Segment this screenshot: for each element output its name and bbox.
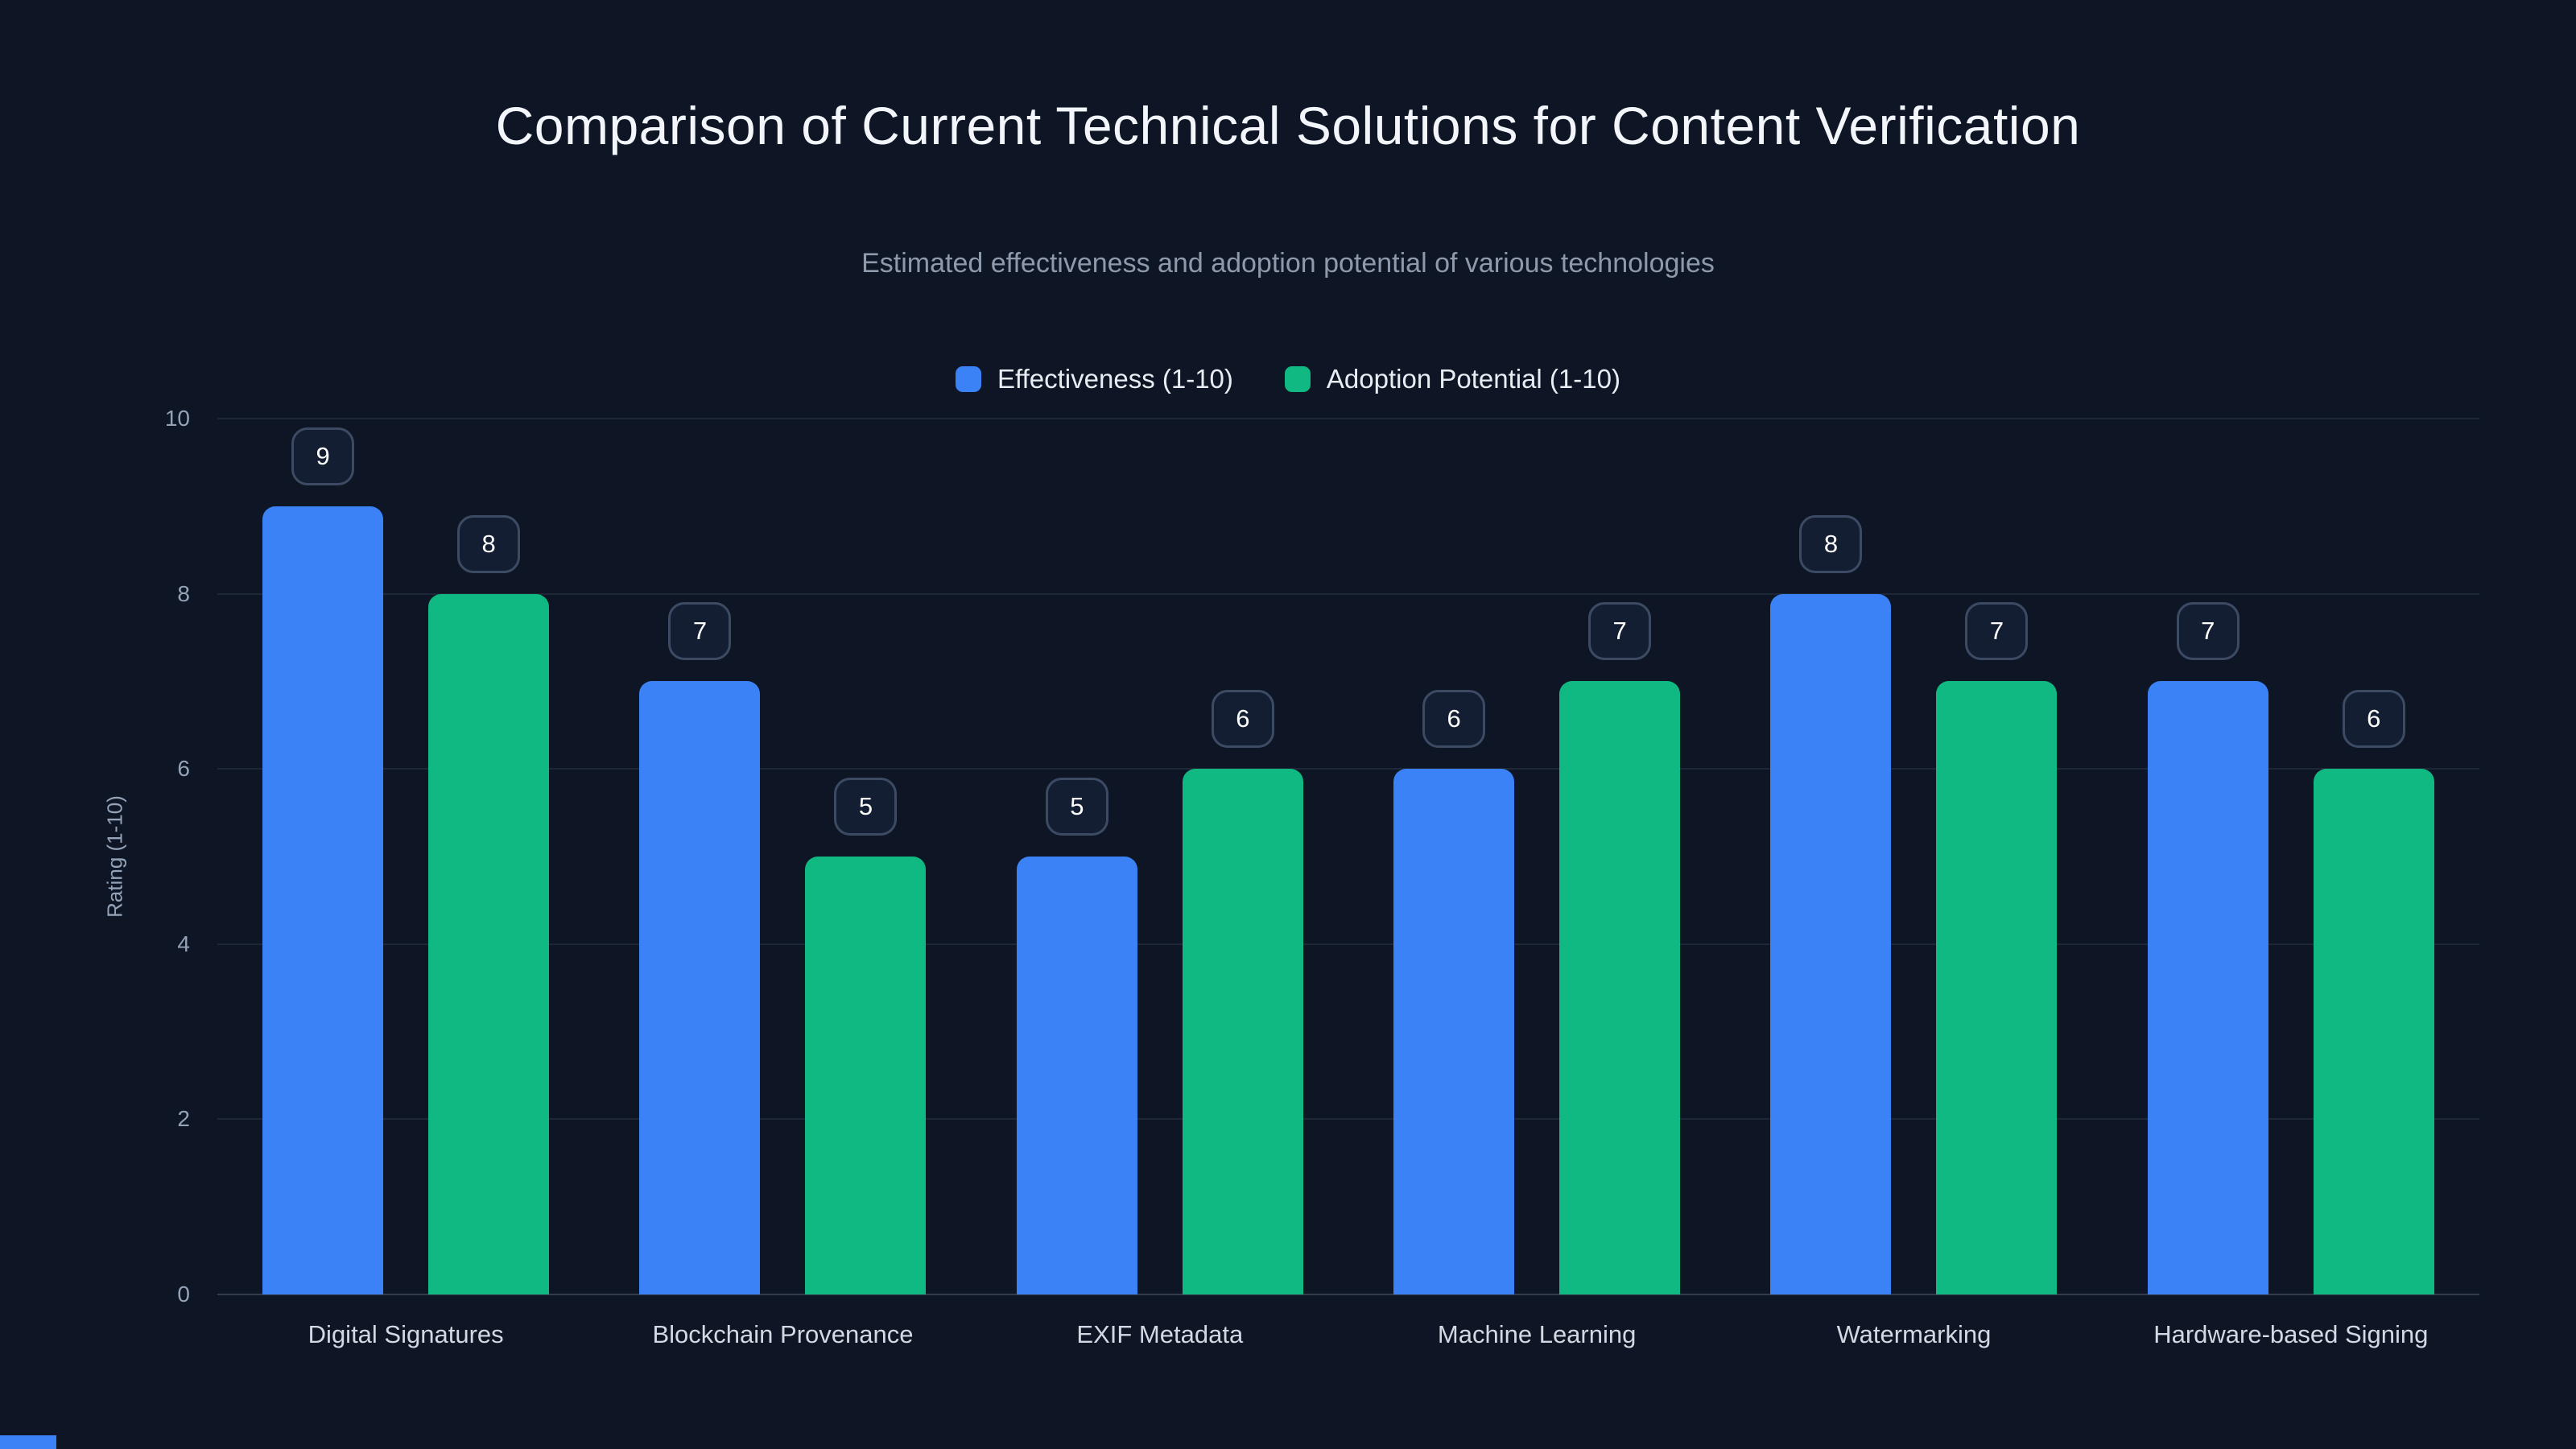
bar-groups: 9 8 Digital Signatures 7 5 Blockchain Provena…	[217, 419, 2479, 1348]
gridline	[217, 943, 2479, 945]
legend-label: Effectiveness (1-10)	[997, 364, 1233, 394]
data-label-badge: 7	[668, 602, 732, 661]
data-label-badge: 7	[1965, 602, 2029, 661]
data-label-badge: 6	[1422, 690, 1486, 749]
legend-swatch-icon	[956, 366, 982, 392]
bar: 5	[1016, 778, 1137, 1294]
gridline	[217, 592, 2479, 595]
legend-item[interactable]: Adoption Potential (1-10)	[1284, 364, 1620, 394]
y-axis-title: Rating (1-10)	[102, 795, 127, 918]
y-tick-label: 8	[177, 580, 190, 606]
bar: 9	[262, 427, 384, 1294]
y-tick-label: 4	[177, 931, 190, 956]
data-label-badge: 6	[2342, 690, 2405, 749]
data-label-badge: 8	[457, 514, 521, 573]
gridline	[217, 418, 2479, 419]
bar: 6	[1182, 690, 1303, 1294]
data-label-badge: 7	[1588, 602, 1652, 661]
gridline	[217, 768, 2479, 770]
bar: 6	[2313, 690, 2434, 1294]
data-label-badge: 8	[1799, 514, 1863, 573]
data-label-badge: 9	[291, 427, 355, 485]
plot-region: 0 2 4 6 8 10 9 8 Digital Signatures 7 5 Blockchain …	[165, 406, 2479, 1348]
category-group: 5 6 EXIF Metadata	[1016, 419, 1303, 1348]
gridline	[217, 1118, 2479, 1121]
bar: 6	[1393, 690, 1515, 1294]
x-axis-category-label: Digital Signatures	[308, 1320, 504, 1348]
category-group: 6 7 Machine Learning	[1393, 419, 1681, 1348]
x-axis-category-label: Hardware-based Signing	[2153, 1320, 2429, 1348]
category-group: 7 5 Blockchain Provenance	[639, 419, 927, 1348]
chart-subtitle: Estimated effectiveness and adoption pot…	[861, 248, 1715, 279]
x-axis-category-label: Machine Learning	[1437, 1320, 1637, 1348]
bar: 8	[428, 514, 550, 1294]
x-axis-category-label: EXIF Metadata	[1076, 1320, 1244, 1348]
y-tick-label: 0	[177, 1282, 190, 1307]
bottom-left-accent	[0, 1435, 56, 1449]
chart-title: Comparison of Current Technical Solution…	[495, 96, 2081, 155]
bar: 7	[1559, 602, 1681, 1294]
x-axis-category-label: Blockchain Provenance	[652, 1320, 914, 1348]
y-tick-label: 2	[177, 1106, 190, 1132]
category-group: 7 6 Hardware-based Signing	[2147, 419, 2434, 1348]
data-label-badge: 5	[834, 778, 898, 836]
bar: 5	[805, 778, 927, 1294]
bar: 8	[1770, 514, 1892, 1294]
legend-label: Adoption Potential (1-10)	[1326, 364, 1620, 394]
legend-swatch-icon	[1284, 366, 1311, 392]
data-label-badge: 7	[2176, 602, 2240, 661]
x-axis-category-label: Watermarking	[1836, 1320, 1992, 1348]
bar: 7	[639, 602, 761, 1294]
chart-legend: Effectiveness (1-10) Adoption Potential (…	[0, 364, 2576, 394]
x-axis-baseline	[217, 1294, 2479, 1295]
y-tick-label: 6	[177, 756, 190, 782]
data-label-badge: 5	[1045, 778, 1108, 836]
bar: 7	[1936, 602, 2058, 1294]
legend-item[interactable]: Effectiveness (1-10)	[956, 364, 1233, 394]
data-label-badge: 6	[1211, 690, 1274, 749]
category-group: 9 8 Digital Signatures	[262, 419, 550, 1348]
category-group: 8 7 Watermarking	[1770, 419, 2058, 1348]
bar: 7	[2147, 602, 2268, 1294]
y-tick-label: 10	[164, 406, 190, 431]
